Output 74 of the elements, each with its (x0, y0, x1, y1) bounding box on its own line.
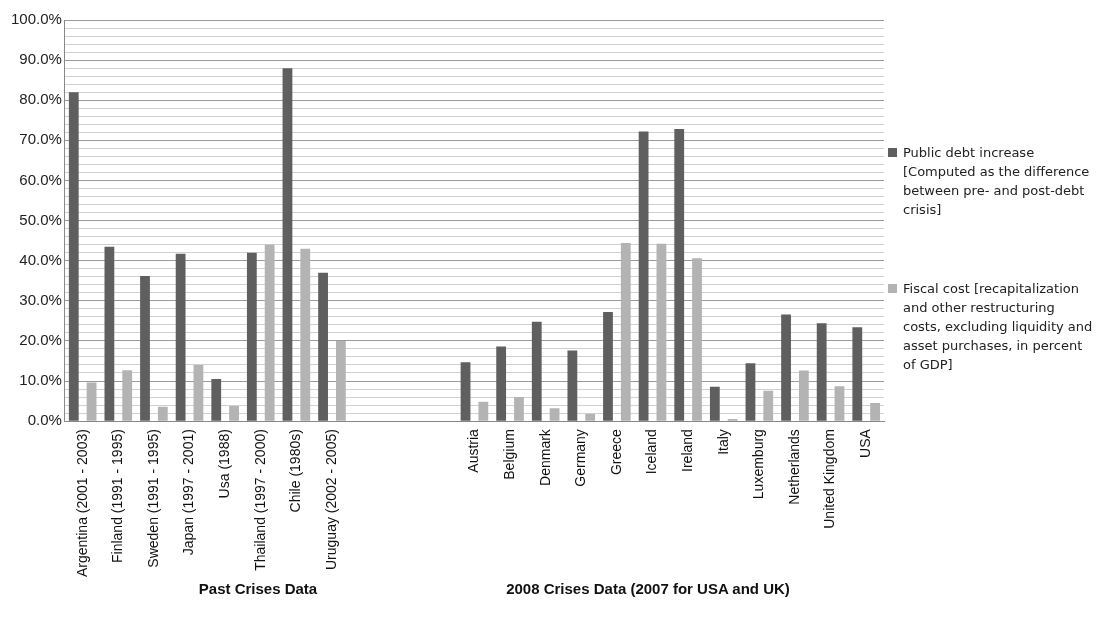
x-tick-label: USA (857, 428, 874, 458)
bar (549, 408, 560, 421)
bar (656, 243, 667, 421)
y-tick-label: 80.0% (19, 90, 62, 108)
bar (567, 350, 578, 421)
bar (193, 364, 204, 421)
x-tick-label: Usa (1988) (216, 429, 232, 499)
bar (496, 346, 507, 421)
text: 2008 Crises Data (2007 for USA and UK) (505, 580, 791, 597)
bar (514, 397, 524, 421)
x-tick-label: Austria (465, 428, 482, 473)
bar (282, 68, 293, 421)
bar (798, 370, 809, 421)
bar (603, 312, 613, 421)
bar (104, 246, 115, 421)
x-tick-label: Argentina (2001 - 2003) (73, 429, 90, 577)
bar (68, 92, 79, 421)
bar (175, 253, 186, 421)
x-tick-label: Belgium (500, 429, 517, 480)
bar (816, 323, 827, 421)
bar (264, 244, 275, 421)
bar (620, 243, 631, 421)
text: Past Crises Data (197, 580, 319, 597)
bar (318, 272, 328, 421)
y-tick-label: 20.0% (19, 331, 62, 349)
bar (157, 406, 168, 421)
bar (674, 129, 685, 421)
x-tick-label: Japan (1997 - 2001) (180, 429, 197, 556)
bar (585, 413, 596, 421)
y-tick-label: 90.0% (19, 50, 62, 68)
bar (745, 363, 756, 421)
bar (709, 386, 720, 421)
bar (478, 401, 489, 421)
bar (870, 403, 880, 421)
y-tick-label: 30.0% (19, 290, 62, 308)
bar (335, 340, 346, 421)
bar (460, 362, 471, 421)
x-tick-label: Denmark (536, 428, 553, 486)
bar (638, 131, 649, 421)
x-tick-label: Ireland (678, 429, 695, 472)
legend-label: Public debt increase [Computed as the difference between pre- and post-debt crisis] (903, 144, 1091, 219)
bar (86, 382, 97, 421)
x-tick-label: Germany (572, 429, 589, 487)
bar (692, 258, 702, 421)
bar (531, 321, 542, 421)
y-tick-label: 50.0% (19, 210, 62, 228)
x-tick-label: Finland (1991 - 1995) (109, 429, 126, 563)
y-tick-label: 100.0% (11, 10, 62, 28)
x-tick-label: Thailand (1997 - 2000) (251, 429, 268, 571)
bar (300, 248, 311, 421)
x-tick-label: Netherlands (785, 429, 802, 505)
y-tick-label: 70.0% (19, 130, 62, 148)
y-tick-label: 60.0% (19, 170, 62, 188)
x-tick-label: Greece (607, 428, 624, 476)
x-tick-label: Uruguay (2002 - 2005) (322, 429, 339, 570)
bar (763, 390, 774, 421)
x-tick-label: Sweden (1991 - 1995) (144, 429, 161, 568)
x-tick-label: Italy (714, 429, 731, 455)
y-tick-label: 10.0% (19, 371, 62, 389)
legend-label: Fiscal cost [recapitalization and other restructuring costs, excluding liquidity and asset purchases, in percent of GDP] (903, 280, 1093, 374)
x-tick-label: United Kingdom (821, 429, 838, 529)
bar (246, 252, 257, 421)
bar (140, 275, 150, 421)
bar (122, 370, 133, 421)
bar (229, 405, 239, 421)
bar (781, 314, 791, 421)
x-tick-label: Luxemburg (750, 429, 767, 500)
x-tick-label: Chile (1980s) (287, 429, 304, 513)
bar (834, 386, 845, 421)
y-tick-label: 0.0% (27, 411, 62, 429)
y-tick-label: 40.0% (19, 250, 62, 268)
bar (211, 379, 222, 421)
x-tick-label: Iceland (643, 429, 660, 475)
bar (852, 327, 863, 421)
